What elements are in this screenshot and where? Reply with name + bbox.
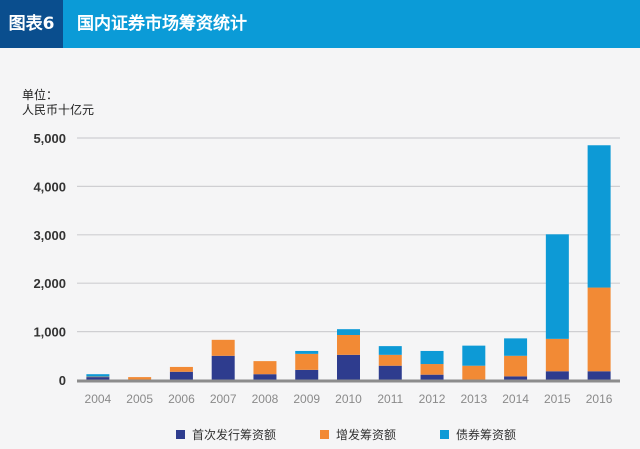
chart-title: 国内证券市场筹资统计 [77, 14, 247, 34]
legend-swatch [440, 430, 449, 439]
bar-segment [420, 364, 444, 375]
bar-segment [420, 350, 444, 365]
x-tick-label: 2006 [168, 392, 195, 406]
y-tick-label: 4,000 [33, 179, 66, 194]
x-tick-label: 2012 [419, 392, 446, 406]
bar-segment [378, 354, 402, 366]
x-tick-label: 2004 [85, 392, 112, 406]
y-tick-label: 3,000 [33, 228, 66, 243]
y-tick-label: 1,000 [33, 325, 66, 340]
bar-segment [587, 287, 611, 372]
header-bar: 图表6 国内证券市场筹资统计 [0, 0, 640, 48]
unit-label: 单位： 人民币十亿元 [22, 88, 94, 118]
bar-segment [253, 374, 277, 380]
bar-segment [295, 369, 319, 380]
bar-segment [86, 374, 110, 377]
bar-segment [337, 354, 360, 380]
bar-segment [211, 339, 235, 356]
bar-segment [587, 145, 611, 288]
bar-segment [504, 376, 528, 380]
x-tick-label: 2008 [252, 392, 279, 406]
bar-segment [504, 355, 528, 377]
bar-segment [545, 234, 569, 339]
x-tick-label: 2005 [126, 392, 153, 406]
bar-segment [169, 371, 193, 380]
bar-segment [253, 361, 277, 375]
x-tick-label: 2010 [335, 392, 362, 406]
bar-segment [545, 371, 569, 380]
bar-segment [337, 334, 360, 355]
x-tick-label: 2007 [210, 392, 237, 406]
bar-segment [128, 377, 152, 380]
legend-label: 首次发行筹资额 [192, 427, 276, 442]
x-tick-label: 2014 [502, 392, 529, 406]
y-tick-label: 2,000 [33, 276, 66, 291]
x-tick-label: 2015 [544, 392, 571, 406]
bar-segment [169, 366, 193, 372]
unit-label-line1: 单位： [22, 88, 59, 102]
bar-segment [462, 365, 486, 380]
legend-swatch [176, 430, 185, 439]
bar-segment [462, 345, 486, 366]
bar-segment [211, 355, 235, 380]
y-tick-label: 0 [59, 373, 66, 388]
bar-segment [587, 371, 611, 380]
x-tick-label: 2009 [293, 392, 320, 406]
bar-segment [337, 329, 360, 335]
x-tick-label: 2013 [460, 392, 487, 406]
x-tick-label: 2011 [377, 392, 403, 406]
bar-segment [378, 346, 402, 355]
y-tick-label: 5,000 [33, 131, 66, 146]
unit-label-line2: 人民币十亿元 [22, 103, 95, 117]
x-tick-label: 2016 [586, 392, 613, 406]
bar-segment [378, 365, 402, 380]
legend-swatch [320, 430, 329, 439]
bar-segment [86, 377, 110, 380]
bar-segment [420, 374, 444, 380]
bar-segment [545, 338, 569, 372]
bar-segment [295, 350, 319, 354]
legend-label: 增发筹资额 [336, 427, 396, 442]
legend-label: 债券筹资额 [456, 427, 516, 442]
bar-segment [295, 353, 319, 370]
figure-label: 图表6 [0, 0, 63, 48]
bar-segment [504, 338, 528, 356]
